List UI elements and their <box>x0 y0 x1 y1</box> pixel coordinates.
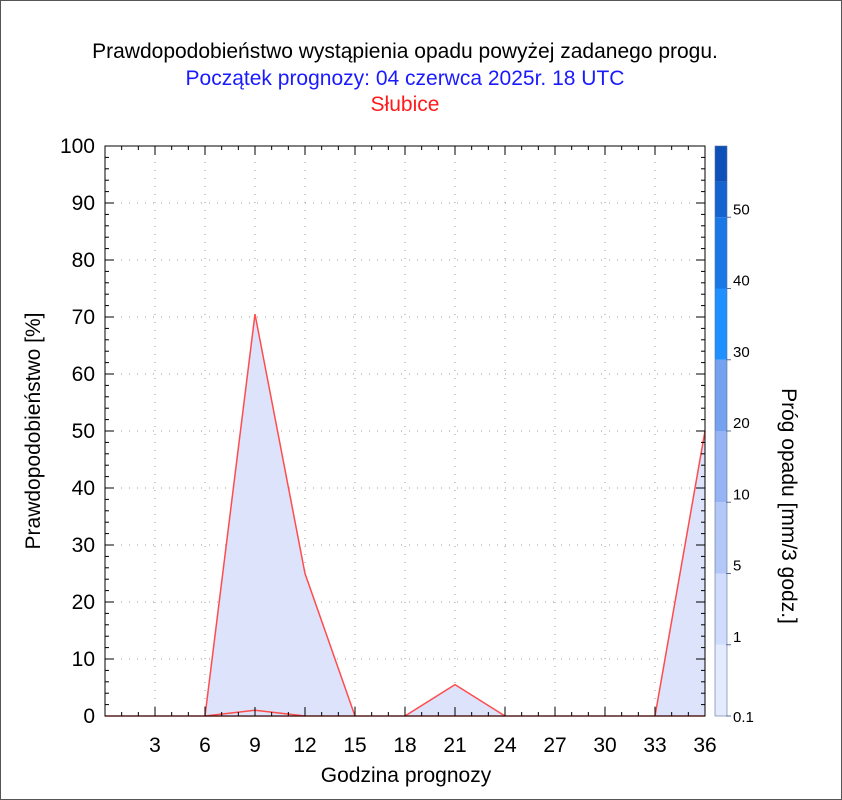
x-tick-label: 36 <box>693 734 716 757</box>
colorbar-segment <box>715 573 727 645</box>
colorbar-label: Próg opadu [mm/3 godz.] <box>777 388 800 624</box>
y-tick-label: 60 <box>72 363 95 386</box>
x-tick-label: 30 <box>593 734 616 757</box>
x-tick-label: 6 <box>199 734 211 757</box>
x-tick-label: 12 <box>293 734 316 757</box>
y-tick-label: 40 <box>72 477 95 500</box>
x-tick-label: 18 <box>393 734 416 757</box>
area-layer <box>105 314 706 717</box>
series-line-0 <box>654 430 706 717</box>
colorbar-segment <box>715 359 727 431</box>
x-tick-label: 9 <box>249 734 261 757</box>
colorbar-segment <box>715 502 727 574</box>
series-line-0 <box>204 314 356 717</box>
plot-border <box>104 145 706 717</box>
colorbar-tick-label: 50 <box>733 201 750 218</box>
area-fill-0 <box>405 684 505 716</box>
area-fill-0 <box>205 314 355 716</box>
colorbar-tick-label: 20 <box>733 415 750 432</box>
chart-title: Prawdopodobieństwo wystąpienia opadu pow… <box>92 40 718 63</box>
x-tick-label: 15 <box>343 734 366 757</box>
colorbar-segment <box>715 288 727 360</box>
y-tick-label: 10 <box>72 648 95 671</box>
series-line-0 <box>404 683 506 717</box>
x-tick-label: 21 <box>443 734 466 757</box>
colorbar-segment <box>715 431 727 503</box>
colorbar-tick-label: 5 <box>733 558 741 575</box>
colorbar-segment <box>715 217 727 289</box>
x-tick-label: 27 <box>543 734 566 757</box>
x-tick-label: 24 <box>493 734 517 757</box>
colorbar-tick-label: 1 <box>733 629 741 646</box>
chart-subtitle: Początek prognozy: 04 czerwca 2025r. 18 … <box>185 67 625 90</box>
colorbar: 0.1 1 5 10 20 30 40 50 <box>714 145 754 726</box>
colorbar-tick-label: 0.1 <box>733 709 754 726</box>
y-axis-label: Prawdopodobieństwo [%] <box>22 313 45 550</box>
y-tick-label: 100 <box>60 135 95 158</box>
grid-layer <box>105 146 705 716</box>
y-tick-label: 30 <box>72 534 95 557</box>
y-tick-label: 0 <box>83 705 95 728</box>
y-tick-label: 90 <box>72 192 95 215</box>
colorbar-segment <box>715 146 727 182</box>
colorbar-tick-label: 30 <box>733 344 750 361</box>
y-tick-label: 20 <box>72 591 95 614</box>
x-axis-label: Godzina prognozy <box>321 764 492 787</box>
colorbar-tick-label: 10 <box>733 486 750 503</box>
x-tick-label: 3 <box>149 734 161 757</box>
y-tick-label: 70 <box>72 306 95 329</box>
y-tick-label: 80 <box>72 249 95 272</box>
x-tick-label: 33 <box>643 734 666 757</box>
chart-location: Słubice <box>370 93 440 116</box>
colorbar-tick-label: 40 <box>733 273 750 290</box>
colorbar-segment <box>715 181 727 218</box>
colorbar-segment <box>715 644 727 716</box>
y-tick-label: 50 <box>72 420 95 443</box>
